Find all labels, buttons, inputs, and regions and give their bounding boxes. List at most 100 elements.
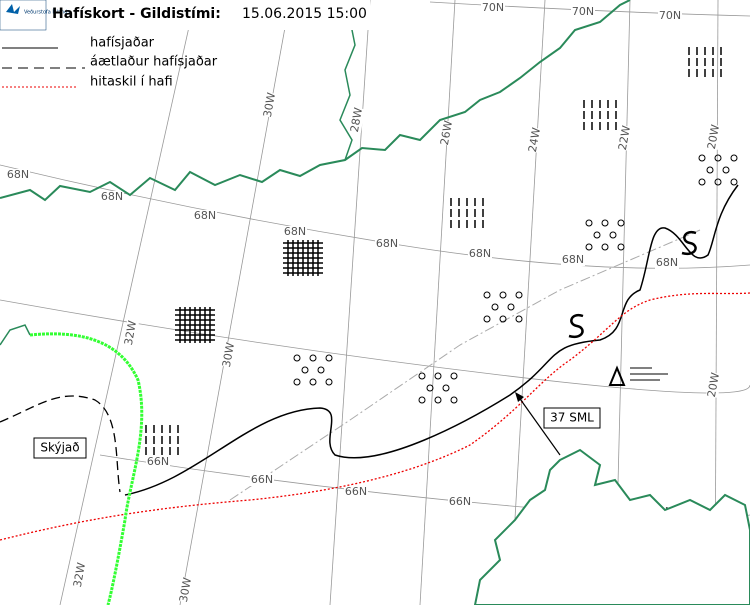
label-bg (193, 210, 217, 222)
label-bg (6, 169, 30, 181)
label-bg (221, 342, 237, 368)
title: Hafískort - Gildistími: (52, 6, 221, 22)
ice-s-symbol (681, 230, 697, 256)
ice-edge (124, 184, 739, 496)
label-bg (481, 2, 505, 14)
label-bg (561, 254, 585, 266)
grid-label: 66N (345, 485, 367, 498)
label-bg (375, 238, 399, 250)
ice-dot (434, 372, 442, 380)
logo-text: Veðurstofa Íslands (24, 9, 70, 16)
grid-label: 68N (101, 190, 123, 203)
coastline (0, 324, 31, 346)
label-bg (655, 257, 679, 269)
iceberg-symbol (608, 365, 626, 386)
ice-dot (442, 384, 450, 392)
legend-label: áætlaður hafísjaðar (90, 55, 218, 70)
distance-box (543, 407, 601, 429)
label-bg (706, 124, 722, 150)
grid-label: 68N (562, 253, 584, 266)
label-bg (250, 474, 274, 486)
grid-label: 22W (616, 124, 633, 151)
logo (0, 0, 47, 31)
grid-label: 68N (194, 209, 216, 222)
ice-dot (434, 396, 442, 404)
ice-dot (418, 396, 426, 404)
ice-dot (515, 315, 523, 323)
lon-line (59, 0, 196, 605)
label-bg (439, 120, 455, 146)
ice-dot (714, 178, 722, 186)
grid-label: 20W (705, 371, 722, 398)
label-bg (658, 10, 682, 22)
label-bg (349, 107, 365, 133)
label-bg (617, 125, 633, 151)
grid-label: 30W (220, 341, 237, 368)
grid-label: 70N (482, 1, 504, 14)
lon-line (419, 0, 456, 605)
arrow (517, 395, 561, 456)
grid-label: 68N (284, 225, 306, 238)
ice-dot (730, 178, 738, 186)
label-bg (178, 577, 194, 603)
ice-s-symbol (568, 313, 584, 339)
ice-dot (585, 219, 593, 227)
grid-label: 68N (469, 247, 491, 260)
ice-dot (325, 354, 333, 362)
grid-label: 32W (71, 561, 88, 588)
label-bg (468, 248, 492, 260)
ice-dot (601, 219, 609, 227)
legend-label: hafísjaðar (90, 36, 155, 51)
ice-dot (426, 384, 434, 392)
distance-label: 37 SML (550, 411, 594, 425)
grid-label: 24W (526, 126, 543, 153)
grid-label: 70N (659, 9, 681, 22)
ice-dot (585, 243, 593, 251)
ice-dot (293, 378, 301, 386)
ice-dot (293, 354, 301, 362)
label-bg (283, 226, 307, 238)
logo-icon (6, 4, 20, 14)
grid-label: 68N (7, 168, 29, 181)
label-bg (146, 456, 170, 468)
grid-label: 66N (251, 473, 273, 486)
grid-label: 28W (348, 106, 365, 133)
label-bg (706, 372, 722, 398)
ice-dot (722, 166, 730, 174)
sky-box (33, 437, 87, 459)
ice-dot (499, 315, 507, 323)
ice-dot (317, 366, 325, 374)
lon-line (509, 0, 546, 605)
median-line (229, 229, 701, 501)
datetime: 15.06.2015 15:00 (242, 6, 367, 22)
legend-label: hitaskil í hafi (90, 75, 173, 90)
grid-label: 68N (376, 237, 398, 250)
ice-dot (698, 178, 706, 186)
ice-dot (698, 154, 706, 162)
green-boundary (29, 332, 144, 605)
estimated-ice-edge (0, 395, 121, 493)
header-bg (0, 0, 370, 30)
ice-dot (301, 366, 309, 374)
ice-dot (601, 243, 609, 251)
ice-dot (418, 372, 426, 380)
lon-line (329, 0, 371, 605)
grid-label: 30W (261, 91, 278, 118)
grid-label: 70N (572, 5, 594, 18)
grid-label: 26W (438, 119, 455, 146)
ice-dot (450, 396, 458, 404)
label-bg (100, 191, 124, 203)
ice-dot (730, 154, 738, 162)
grid-label: 66N (449, 495, 471, 508)
ice-dot (491, 303, 499, 311)
grid-label: 66N (147, 455, 169, 468)
coastline (0, 0, 631, 202)
ice-dot (309, 354, 317, 362)
ice-dot (714, 154, 722, 162)
label-bg (123, 320, 139, 346)
ice-dot (483, 315, 491, 323)
ice-dot (617, 243, 625, 251)
label-bg (344, 486, 368, 498)
ice-dot (593, 231, 601, 239)
